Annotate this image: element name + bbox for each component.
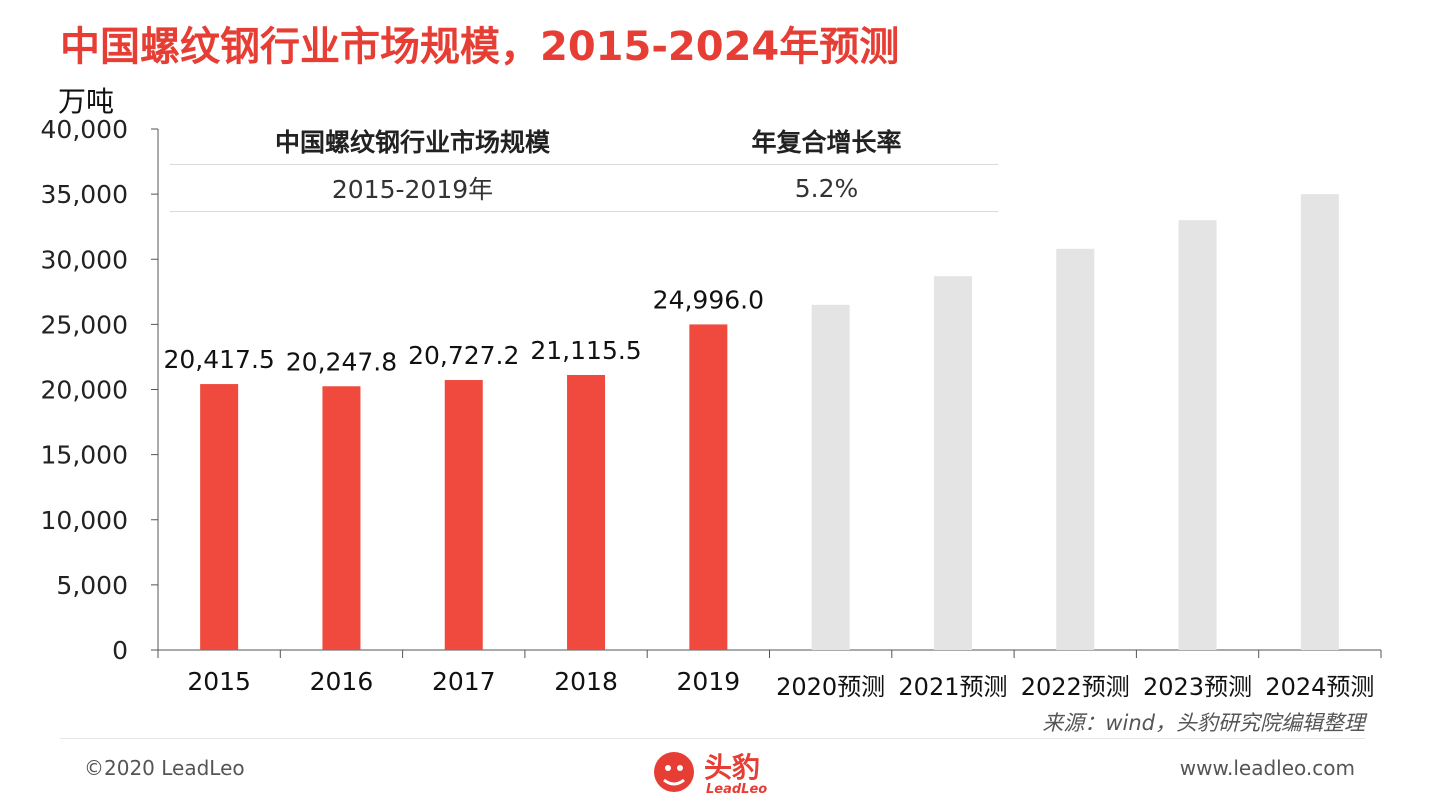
data-label: 20,247.8 bbox=[286, 347, 397, 376]
x-tick-label: 2016 bbox=[310, 667, 374, 696]
summary-header-market-size: 中国螺纹钢行业市场规模 bbox=[274, 128, 550, 157]
leopard-logo-icon bbox=[654, 752, 694, 792]
summary-cagr-value: 5.2% bbox=[794, 173, 859, 203]
bar bbox=[200, 384, 239, 650]
bar bbox=[689, 324, 728, 650]
forecast-bar bbox=[1056, 248, 1095, 650]
summary-period: 2015-2019年 bbox=[331, 175, 494, 204]
y-tick-label: 10,000 bbox=[41, 506, 128, 535]
summary-table: 中国螺纹钢行业市场规模 年复合增长率 2015-2019年 5.2% bbox=[170, 118, 998, 212]
forecast-bar bbox=[811, 304, 850, 650]
summary-header-cagr: 年复合增长率 bbox=[751, 128, 902, 157]
data-label: 21,115.5 bbox=[530, 336, 641, 365]
x-tick-label: 2018 bbox=[554, 667, 618, 696]
x-tick-label: 2023预测 bbox=[1143, 673, 1252, 701]
y-axis-unit-label: 万吨 bbox=[58, 85, 115, 118]
forecast-bar bbox=[1178, 220, 1217, 651]
x-tick-label: 2021预测 bbox=[898, 673, 1007, 701]
y-tick-label: 40,000 bbox=[41, 115, 128, 144]
y-tick-label: 5,000 bbox=[56, 571, 128, 600]
bar bbox=[322, 386, 361, 650]
x-tick-label: 2022预测 bbox=[1021, 673, 1130, 701]
website-link[interactable]: www.leadleo.com bbox=[1179, 756, 1355, 780]
summary-table-row: 2015-2019年 5.2% bbox=[170, 165, 998, 212]
forecast-bar bbox=[1300, 194, 1339, 650]
logo-subtext: LeadLeo bbox=[706, 782, 768, 797]
x-tick-label: 2024预测 bbox=[1265, 673, 1374, 701]
x-tick-label: 2017 bbox=[432, 667, 496, 696]
source-note: 来源：wind，头豹研究院编辑整理 bbox=[1042, 711, 1365, 735]
page-title: 中国螺纹钢行业市场规模，2015-2024年预测 bbox=[60, 24, 900, 70]
bar-chart: 0 5,000 10,000 15,000 20,000 25,000 30,000 35,0… bbox=[41, 115, 1382, 701]
data-label: 24,996.0 bbox=[653, 285, 764, 314]
x-tick-label: 2015 bbox=[187, 667, 251, 696]
logo-text: 头豹 bbox=[704, 751, 761, 784]
y-tick-label: 15,000 bbox=[41, 441, 128, 470]
y-tick-label: 35,000 bbox=[41, 180, 128, 209]
data-label: 20,727.2 bbox=[408, 341, 519, 370]
copyright-text: ©2020 LeadLeo bbox=[84, 756, 245, 780]
forecast-bar bbox=[933, 276, 972, 650]
y-tick-label: 20,000 bbox=[41, 376, 128, 405]
bar bbox=[444, 380, 483, 650]
y-tick-label: 25,000 bbox=[41, 310, 128, 339]
y-tick-label: 0 bbox=[112, 636, 128, 665]
x-tick-label: 2020预测 bbox=[776, 673, 885, 701]
footer-divider bbox=[60, 738, 1365, 739]
y-tick-label: 30,000 bbox=[41, 245, 128, 274]
summary-table-header: 中国螺纹钢行业市场规模 年复合增长率 bbox=[170, 118, 998, 165]
x-tick-label: 2019 bbox=[677, 667, 741, 696]
bar bbox=[567, 374, 606, 650]
data-label: 20,417.5 bbox=[163, 345, 274, 374]
